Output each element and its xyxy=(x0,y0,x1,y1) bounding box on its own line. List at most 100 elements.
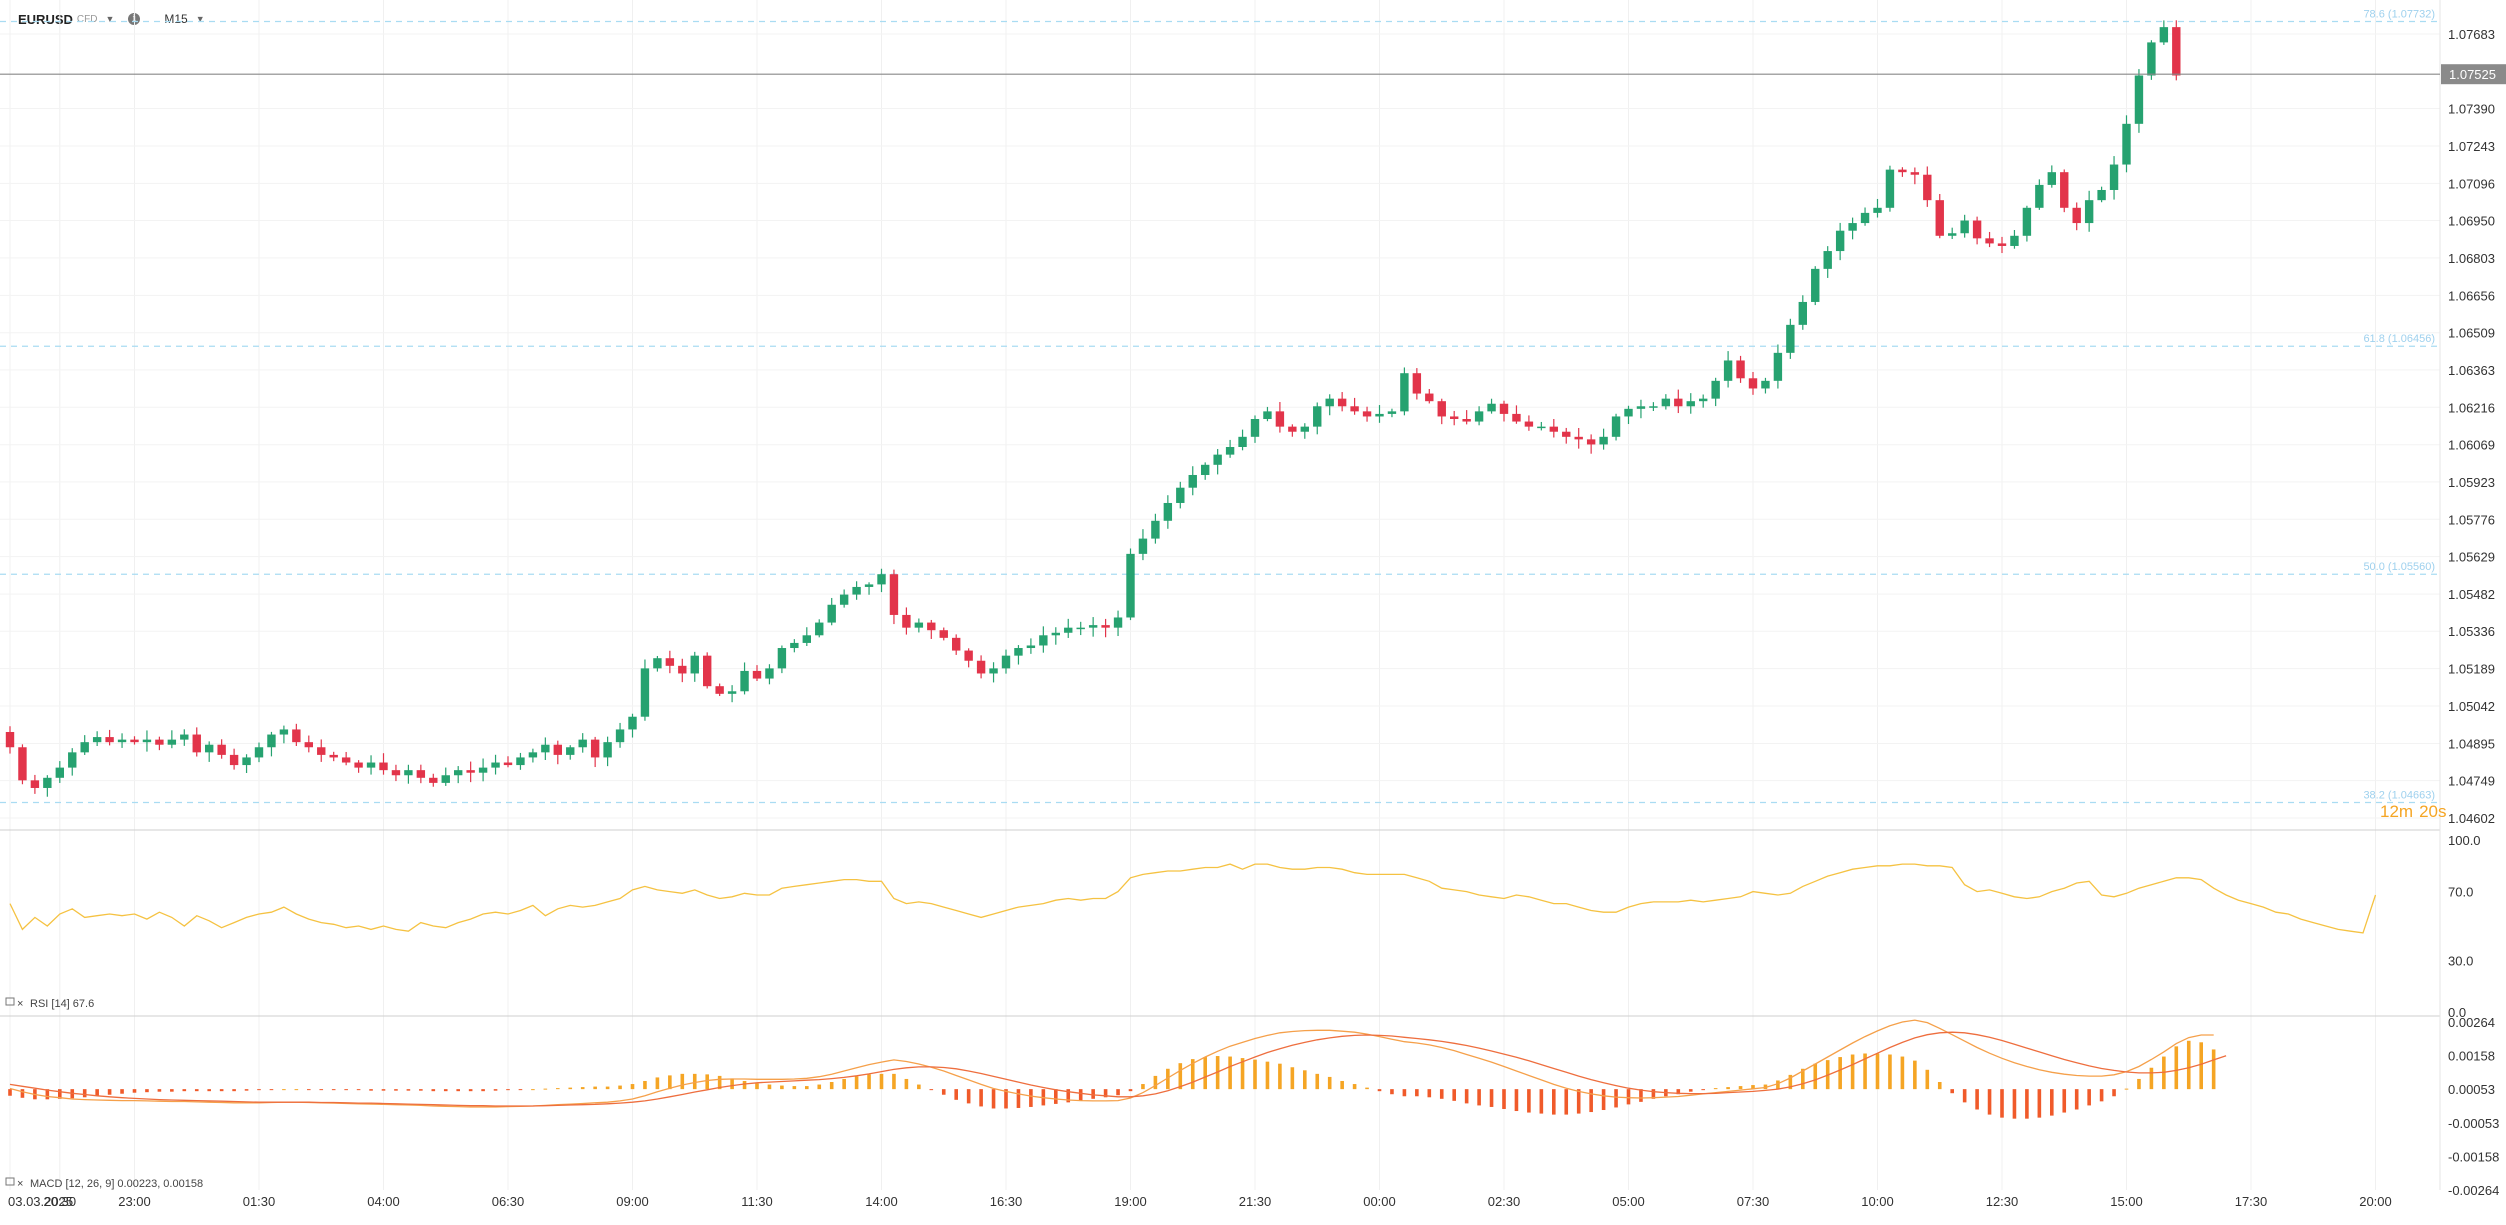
macd-histogram-bar xyxy=(1128,1089,1133,1092)
timeframe-dropdown-icon[interactable]: ▼ xyxy=(195,14,205,24)
candle-body xyxy=(2097,189,2106,201)
candle-body xyxy=(1051,632,1060,636)
macd-histogram-bar xyxy=(1340,1080,1344,1090)
macd-histogram-bar xyxy=(2124,1088,2129,1090)
macd-histogram-bar xyxy=(680,1073,685,1090)
macd-histogram-bar xyxy=(1116,1089,1120,1096)
macd-histogram-bar xyxy=(1166,1068,1170,1090)
x-tick-label: 20:30 xyxy=(44,1194,77,1209)
macd-histogram-bar xyxy=(1078,1089,1083,1101)
candle-body xyxy=(615,729,625,743)
x-tick-label: 01:30 xyxy=(243,1194,276,1209)
candle-body xyxy=(155,739,164,745)
candle-body xyxy=(1985,238,1994,244)
candle-body xyxy=(1923,174,1932,201)
macd-histogram-bar xyxy=(655,1077,660,1090)
price-tick-label: 1.06363 xyxy=(2448,363,2495,378)
candle-body xyxy=(1674,398,1683,407)
macd-histogram-bar xyxy=(506,1089,510,1091)
macd-histogram-bar xyxy=(1390,1089,1394,1095)
macd-histogram-bar xyxy=(817,1084,822,1090)
candle-body xyxy=(1014,648,1023,656)
x-tick-label: 00:00 xyxy=(1363,1194,1396,1209)
macd-histogram-bar xyxy=(1564,1089,1569,1115)
candle-body xyxy=(1362,411,1372,417)
candle-body xyxy=(2060,172,2069,208)
macd-histogram-bar xyxy=(1253,1059,1257,1090)
candle-body xyxy=(1611,416,1621,437)
macd-histogram-bar xyxy=(419,1089,423,1091)
candle-body xyxy=(2035,184,2044,208)
macd-histogram-bar xyxy=(1925,1069,1930,1090)
macd-histogram-bar xyxy=(1402,1089,1407,1097)
candle-body xyxy=(952,637,961,651)
macd-histogram-bar xyxy=(1539,1089,1544,1114)
macd-histogram-bar xyxy=(1838,1057,1842,1090)
macd-histogram-bar xyxy=(1576,1089,1581,1114)
candle-body xyxy=(765,668,774,679)
x-tick-label: 16:30 xyxy=(990,1194,1023,1209)
candle-body xyxy=(491,762,500,768)
current-price-badge xyxy=(2441,64,2506,85)
macd-histogram-bar xyxy=(1004,1089,1008,1109)
grid xyxy=(0,0,2441,1190)
candle-body xyxy=(1711,380,1720,399)
price-tick-label: 1.06656 xyxy=(2448,288,2495,303)
candle-body xyxy=(640,668,650,717)
macd-histogram-bar xyxy=(2000,1089,2004,1118)
candle-body xyxy=(1425,393,1434,402)
candle-body xyxy=(254,747,264,758)
macd-histogram-bar xyxy=(481,1089,485,1092)
macd-histogram-bar xyxy=(1626,1089,1631,1105)
macd-histogram-bar xyxy=(1614,1089,1618,1108)
candle-body xyxy=(703,655,712,687)
candle-body xyxy=(1562,431,1571,437)
macd-histogram-bar xyxy=(1514,1089,1519,1112)
candle-body xyxy=(1848,223,1857,231)
candle-body xyxy=(976,660,986,674)
macd-histogram-bar xyxy=(207,1089,211,1092)
timeframe-selector[interactable]: M15 xyxy=(164,12,188,26)
candle-body xyxy=(454,770,463,776)
candle-body xyxy=(1288,426,1297,432)
macd-histogram-bar xyxy=(692,1073,697,1090)
candle-body xyxy=(1076,627,1085,630)
candle-body xyxy=(68,752,77,768)
candle-body xyxy=(864,584,874,587)
macd-histogram-bar xyxy=(1552,1089,1556,1115)
fib-level-label: 38.2 (1.04663) xyxy=(2363,789,2435,801)
candle-body xyxy=(1337,398,1347,407)
candle-body xyxy=(2084,200,2094,224)
macd-histogram-bar xyxy=(1850,1054,1855,1090)
candle-body xyxy=(1835,230,1845,252)
fib-level-label: 50.0 (1.05560) xyxy=(2363,561,2435,573)
macd-histogram-bar xyxy=(792,1086,797,1090)
macd-histogram-bar xyxy=(966,1089,971,1104)
candle-body xyxy=(1437,401,1446,417)
candle-body xyxy=(366,762,376,768)
x-tick-label: 02:30 xyxy=(1488,1194,1521,1209)
macd-histogram-bar xyxy=(1315,1073,1320,1090)
macd-histogram-bar xyxy=(1203,1057,1207,1090)
macd-histogram-bar xyxy=(767,1084,772,1090)
macd-histogram-bar xyxy=(2199,1042,2203,1090)
macd-histogram-bar xyxy=(1900,1056,1905,1090)
symbol-name[interactable]: EURUSD xyxy=(18,11,73,27)
macd-histogram-bar xyxy=(120,1089,124,1094)
macd-histogram-bar xyxy=(842,1078,846,1090)
candle-body xyxy=(1960,220,1969,234)
candle-body xyxy=(1225,446,1235,455)
candle-body xyxy=(914,622,924,628)
macd-histogram-bar xyxy=(1589,1089,1593,1113)
macd-settings-icon xyxy=(5,1177,15,1186)
macd-histogram-bar xyxy=(1863,1053,1867,1090)
macd-histogram-bar xyxy=(742,1080,747,1090)
macd-histogram-bar xyxy=(1651,1089,1656,1099)
rsi-tick-label: 70.0 xyxy=(2448,885,2473,900)
x-tick-label: 07:30 xyxy=(1737,1194,1770,1209)
macd-histogram-bar xyxy=(170,1089,174,1092)
macd-histogram-bar xyxy=(356,1089,361,1091)
symbol-dropdown-icon[interactable]: ▼ xyxy=(105,14,115,24)
